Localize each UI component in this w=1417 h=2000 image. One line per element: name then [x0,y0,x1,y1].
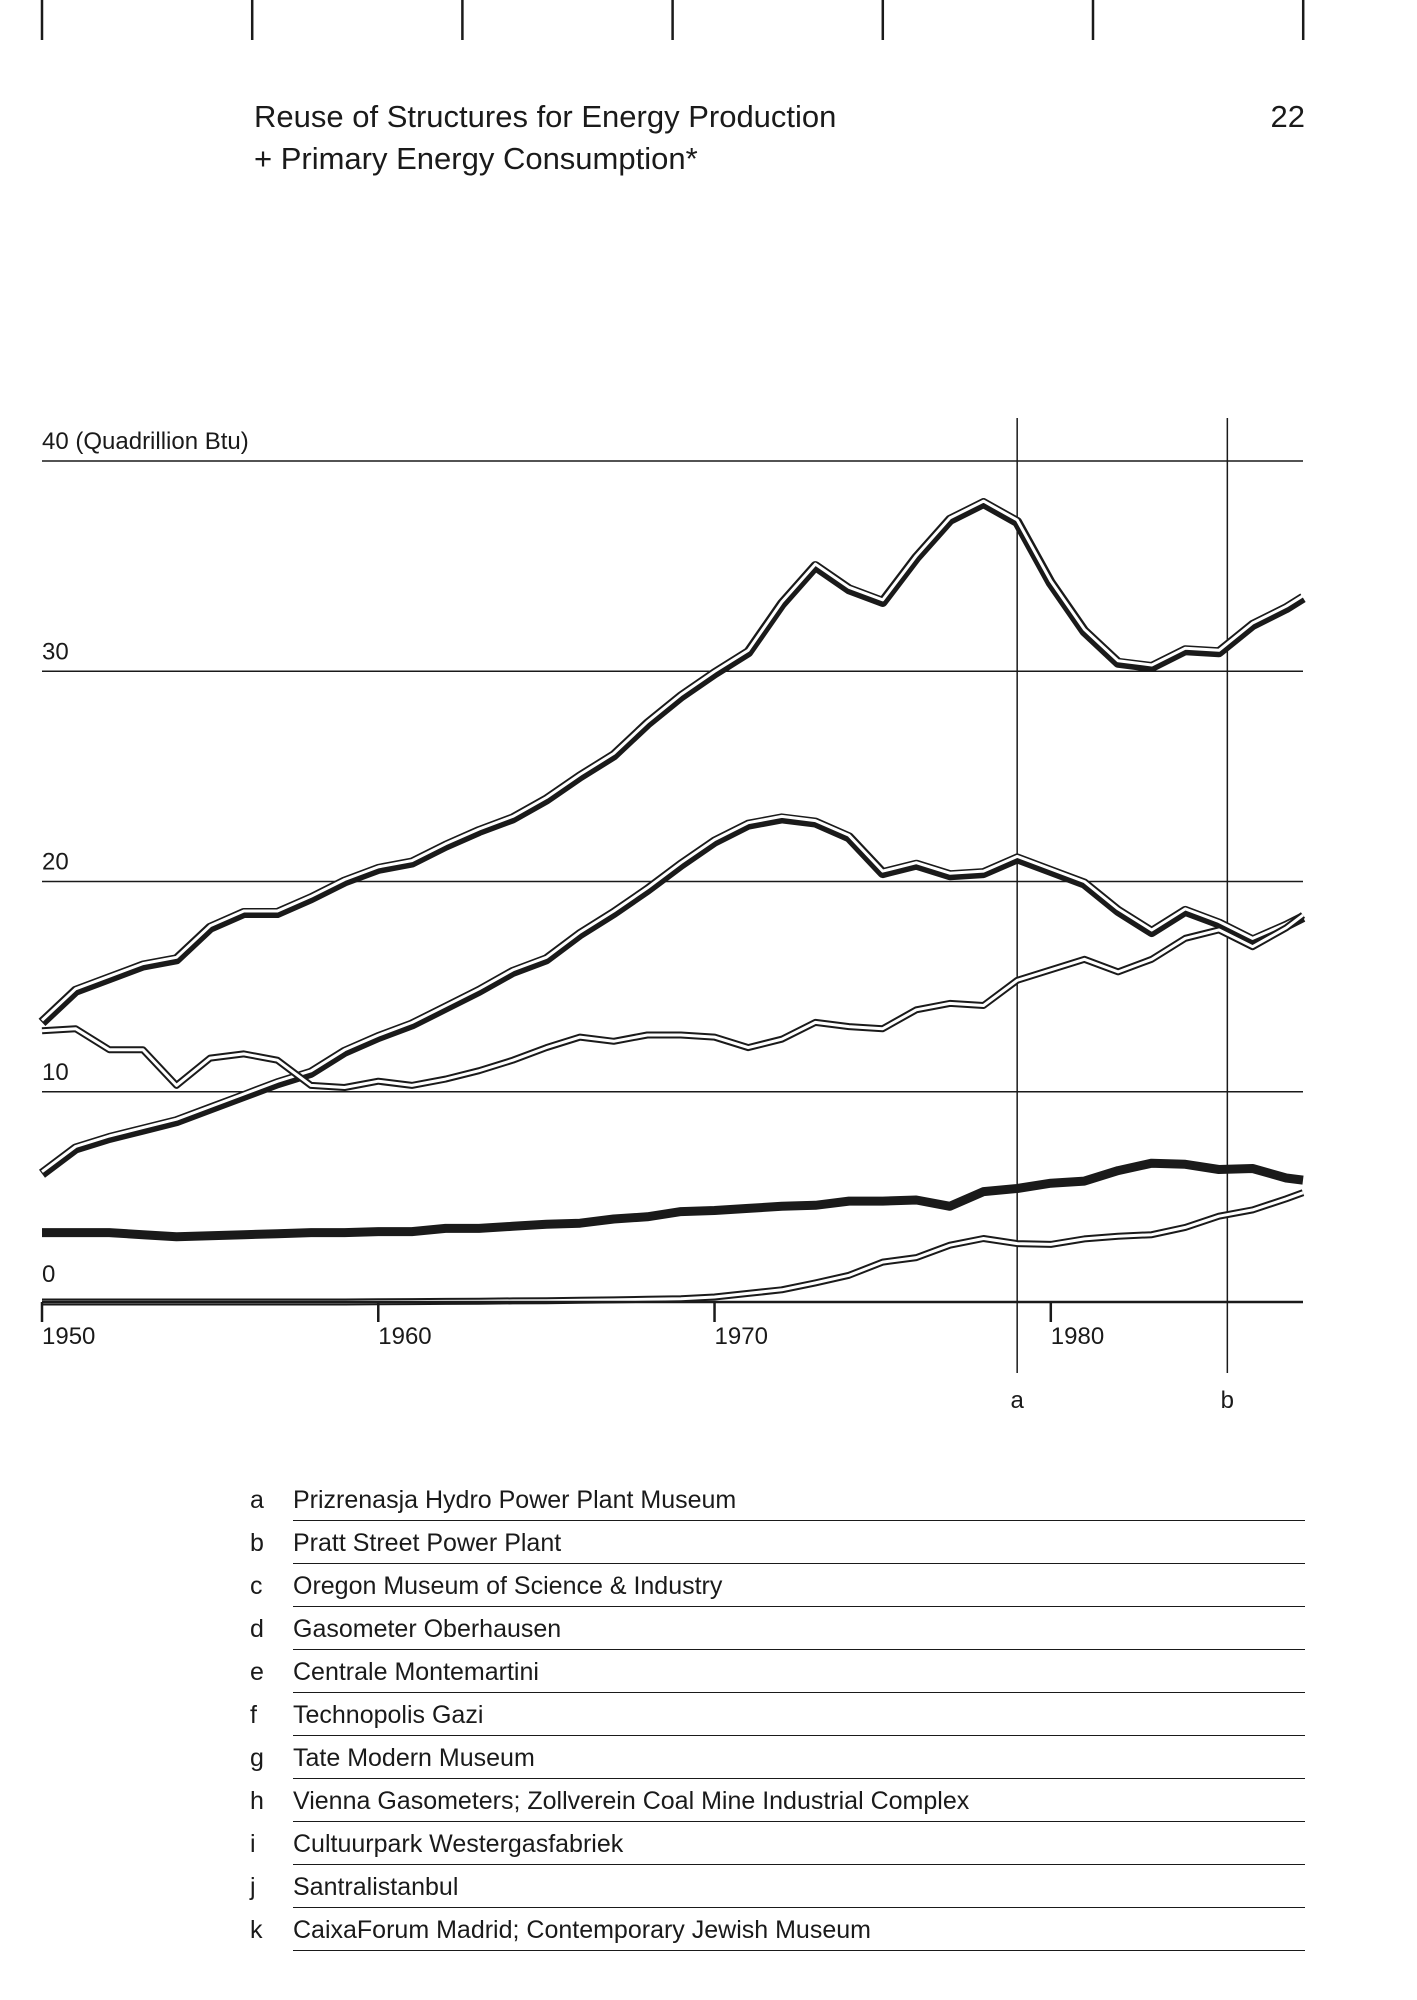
x-tick-label: 1980 [1051,1323,1104,1350]
legend-item: b Pratt Street Power Plant [250,1521,1305,1564]
legend-letter: d [250,1615,264,1643]
page-number: 22 [1270,99,1305,134]
legend-item: a Prizrenasja Hydro Power Plant Museum [250,1478,1305,1521]
legend-letter: k [250,1916,263,1944]
legend-text: Technopolis Gazi [293,1701,484,1729]
legend-text: Centrale Montemartini [293,1658,539,1686]
legend-item: i Cultuurpark Westergasfabriek [250,1822,1305,1865]
legend-item: e Centrale Montemartini [250,1650,1305,1693]
x-tick-label: 1950 [42,1323,95,1350]
y-tick-label: 40 (Quadrillion Btu) [42,428,249,455]
legend-text: CaixaForum Madrid; Contemporary Jewish M… [293,1916,871,1944]
title-line-2: + Primary Energy Consumption* [254,141,698,176]
legend-text: Pratt Street Power Plant [293,1529,562,1557]
legend-item: d Gasometer Oberhausen [250,1607,1305,1650]
series-line-outer [41,912,1306,1091]
legend-list: a Prizrenasja Hydro Power Plant Museum b Pr… [250,1478,1305,1951]
legend-text: Tate Modern Museum [293,1744,535,1772]
top-ruler [40,0,1305,40]
page-title: Reuse of Structures for Energy Productio… [254,96,836,180]
marker-label: b [1221,1387,1234,1414]
legend-letter: a [250,1486,264,1514]
x-tick-label: 1970 [715,1323,768,1350]
legend-item: f Technopolis Gazi [250,1693,1305,1736]
title-line-1: Reuse of Structures for Energy Productio… [254,99,837,134]
legend-letter: e [250,1658,264,1686]
series-1 [38,498,1306,1027]
legend-letter: j [250,1873,256,1901]
legend-text: Gasometer Oberhausen [293,1615,562,1643]
legend-letter: g [250,1744,264,1772]
y-tick-label: 0 [42,1261,55,1288]
legend-letter: f [250,1701,257,1729]
legend-item: k CaixaForum Madrid; Contemporary Jewish … [250,1908,1305,1951]
y-tick-label: 20 [42,849,69,876]
series-line [42,1158,1304,1242]
legend-item: h Vienna Gasometers; Zollverein Coal Mine… [250,1779,1305,1822]
legend-letter: i [250,1830,256,1858]
series-line-inner [41,814,1304,1173]
chart-axes: 1950 1960 1970 1980 [40,1300,1303,1350]
chart-grid: 0 10 20 30 40 (Quadrillion Btu) [42,428,1303,1288]
legend-text: Oregon Museum of Science & Industry [293,1572,723,1600]
legend-letter: c [250,1572,263,1600]
series-2 [39,813,1306,1178]
y-tick-label: 10 [42,1059,69,1086]
legend-letter: h [250,1787,264,1815]
legend-text: Vienna Gasometers; Zollverein Coal Mine … [293,1787,970,1815]
series-line-inner [40,499,1304,1022]
y-tick-label: 30 [42,638,69,665]
x-tick-label: 1960 [378,1323,431,1350]
series-3 [41,912,1306,1091]
marker-label: a [1010,1387,1024,1414]
legend-text: Prizrenasja Hydro Power Plant Museum [293,1486,737,1514]
legend-item: c Oregon Museum of Science & Industry [250,1564,1305,1607]
series-4 [42,1158,1304,1242]
legend-text: Santralistanbul [293,1873,459,1901]
series-line-inner [41,913,1304,1089]
legend-item: j Santralistanbul [250,1865,1305,1908]
series-line-outer [39,813,1306,1178]
legend-letter: b [250,1529,264,1557]
series-group [38,498,1306,1306]
legend-item: g Tate Modern Museum [250,1736,1305,1779]
series-line-outer [38,498,1306,1027]
legend-text: Cultuurpark Westergasfabriek [293,1830,624,1858]
